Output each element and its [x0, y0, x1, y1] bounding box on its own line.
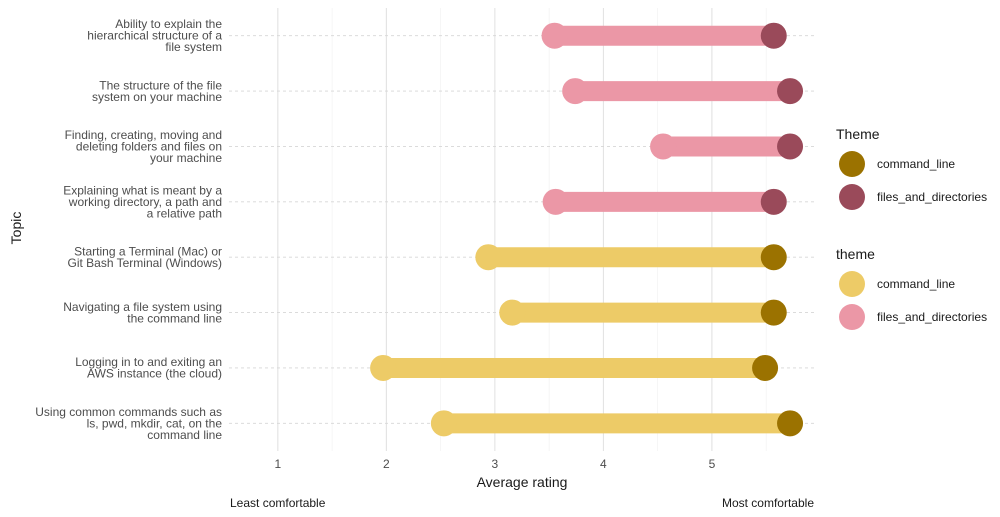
x-tick-label: 2	[383, 457, 390, 471]
topic-label: Logging in to and exiting an AWS instance…	[75, 355, 222, 381]
start-point	[370, 354, 397, 381]
legend-label: files_and_directories	[877, 190, 987, 204]
legend-title: Theme	[836, 126, 880, 142]
topic-label: Using common commands such as ls, pwd, mk…	[35, 405, 222, 442]
start-point	[475, 244, 502, 271]
legend-key	[839, 184, 865, 210]
topic-label-line: system on your machine	[92, 90, 222, 104]
topic-label: Ability to explain the hierarchical struc…	[87, 17, 222, 54]
topic-label-line: hierarchical structure of a	[87, 29, 222, 43]
topic-label-line: your machine	[150, 151, 222, 165]
end-point	[760, 299, 787, 326]
least-comfortable-label: Least comfortable	[230, 496, 326, 510]
legend-key	[839, 304, 865, 330]
topic-label-line: AWS instance (the cloud)	[87, 367, 222, 381]
topic-label-line: deleting folders and files on	[76, 139, 222, 153]
legends: Themecommand_linefiles_and_directoriesth…	[836, 126, 987, 330]
end-point	[777, 410, 804, 437]
legend-key	[839, 271, 865, 297]
end-point	[752, 354, 779, 381]
start-point	[562, 78, 589, 105]
chart-marks	[370, 22, 804, 437]
topic-label-line: command line	[147, 428, 222, 442]
legend-label: command_line	[877, 157, 955, 171]
topic-label-line: a relative path	[147, 206, 222, 220]
legend-label: files_and_directories	[877, 310, 987, 324]
topic-label: The structure of the file system on your …	[92, 78, 222, 104]
end-point	[760, 22, 787, 49]
x-tick-label: 1	[274, 457, 281, 471]
topic-label-line: Using common commands such as	[35, 405, 222, 419]
topic-label: Finding, creating, moving and deleting fo…	[65, 128, 223, 165]
start-point	[650, 133, 677, 160]
start-point	[541, 22, 568, 49]
topic-label-line: Logging in to and exiting an	[75, 355, 222, 369]
topic-label-line: The structure of the file	[99, 78, 222, 92]
legend-label: command_line	[877, 277, 955, 291]
x-tick-label: 4	[600, 457, 607, 471]
grid	[229, 8, 815, 451]
topic-label-line: Navigating a file system using	[63, 300, 222, 314]
topic-label-line: Explaining what is meant by a	[63, 183, 222, 197]
topic-label-line: Finding, creating, moving and	[65, 128, 222, 142]
most-comfortable-label: Most comfortable	[722, 496, 814, 510]
end-point	[777, 78, 804, 105]
end-point	[777, 133, 804, 160]
topic-labels: Ability to explain the hierarchical struc…	[35, 17, 222, 442]
end-point	[760, 188, 787, 215]
x-tick-label: 5	[709, 457, 716, 471]
start-point	[430, 410, 457, 437]
topic-label: Navigating a file system using the comman…	[63, 300, 222, 326]
topic-label-line: working directory, a path and	[68, 195, 222, 209]
topic-label: Explaining what is meant by a working dir…	[63, 183, 222, 220]
x-axis-title: Average rating	[477, 474, 568, 490]
topic-label-line: the command line	[127, 311, 222, 325]
x-tick-label: 3	[492, 457, 499, 471]
x-tick-labels: 1 2 3 4 5	[274, 457, 715, 471]
legend-title: theme	[836, 246, 875, 262]
y-axis-title: Topic	[8, 212, 24, 245]
topic-label-line: Starting a Terminal (Mac) or	[74, 244, 222, 258]
legend-key	[839, 151, 865, 177]
start-point	[499, 299, 526, 326]
topic-label-line: file system	[165, 40, 222, 54]
topic-label-line: Ability to explain the	[115, 17, 222, 31]
end-point	[760, 244, 787, 271]
topic-label-line: ls, pwd, mkdir, cat, on the	[87, 416, 223, 430]
topic-label: Starting a Terminal (Mac) or Git Bash Ter…	[68, 244, 223, 270]
start-point	[542, 188, 569, 215]
topic-label-line: Git Bash Terminal (Windows)	[68, 256, 223, 270]
